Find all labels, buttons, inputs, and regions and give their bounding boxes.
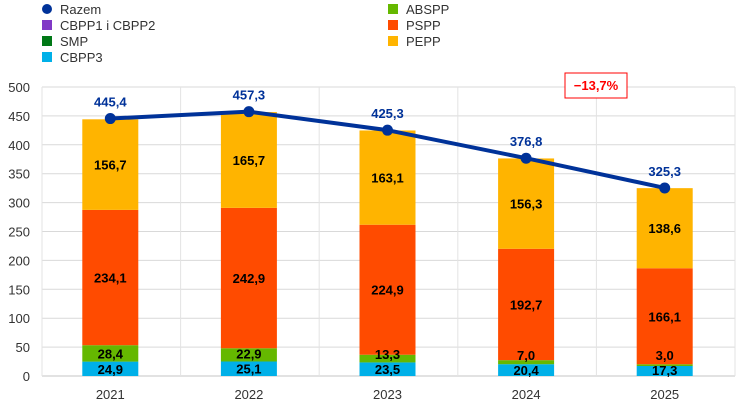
bar-pepp — [359, 130, 416, 225]
y-tick-label: 500 — [8, 80, 30, 95]
legend-label: SMP — [60, 34, 88, 49]
bar-pepp — [82, 119, 139, 210]
bar-cbpp3 — [220, 361, 277, 376]
total-point — [243, 106, 255, 118]
annotation-text: −13,7% — [574, 78, 619, 93]
bar-pspp — [359, 224, 416, 355]
bar-pepp — [498, 158, 555, 249]
bar-pspp — [498, 248, 555, 361]
bar-label: 138,6 — [648, 221, 681, 236]
total-point — [659, 182, 671, 194]
x-tick-label: 2024 — [512, 387, 541, 402]
bar-label: 24,9 — [98, 362, 123, 377]
bar-label: 22,9 — [236, 347, 261, 362]
legend-marker-cbpp3 — [42, 52, 52, 62]
bar-pspp — [220, 207, 277, 349]
annotation-box — [564, 72, 628, 99]
y-tick-label: 50 — [16, 340, 30, 355]
bar-abspp — [220, 348, 277, 362]
bar-label: 28,4 — [98, 346, 124, 361]
bar-pspp — [82, 209, 139, 346]
bar-pepp — [636, 188, 693, 269]
bar-label: 163,1 — [371, 171, 404, 186]
bar-label: 156,3 — [510, 197, 543, 212]
bar-label: 23,5 — [375, 362, 400, 377]
bar-cbpp3 — [359, 362, 416, 376]
total-point — [520, 152, 532, 164]
total-label: 425,3 — [371, 106, 404, 121]
bar-label: 192,7 — [510, 297, 543, 312]
legend-marker-abspp — [388, 4, 398, 14]
bar-label: 3,0 — [656, 348, 674, 363]
bar-label: 166,1 — [648, 309, 681, 324]
bar-label: 165,7 — [233, 153, 266, 168]
bar-abspp — [636, 364, 693, 367]
y-tick-label: 0 — [23, 369, 30, 384]
bar-label: 25,1 — [236, 362, 261, 377]
bar-label: 234,1 — [94, 271, 127, 286]
legend-label: CBPP1 i CBPP2 — [60, 18, 155, 33]
y-tick-label: 250 — [8, 225, 30, 240]
bar-label: 242,9 — [233, 271, 266, 286]
bar-label: 156,7 — [94, 158, 127, 173]
x-tick-label: 2021 — [96, 387, 125, 402]
y-tick-label: 200 — [8, 253, 30, 268]
bar-cbpp3 — [636, 366, 693, 376]
bar-label: 224,9 — [371, 283, 404, 298]
total-label: 325,3 — [648, 164, 681, 179]
bar-label: 17,3 — [652, 363, 677, 378]
legend-label: ABSPP — [406, 2, 449, 17]
total-point — [104, 113, 116, 125]
y-tick-label: 150 — [8, 282, 30, 297]
bar-abspp — [498, 360, 555, 365]
y-tick-label: 400 — [8, 138, 30, 153]
x-tick-label: 2022 — [234, 387, 263, 402]
legend-label: CBPP3 — [60, 50, 103, 65]
bar-cbpp3 — [82, 361, 139, 376]
legend-label: PEPP — [406, 34, 441, 49]
bar-label: 7,0 — [517, 348, 535, 363]
bar-abspp — [359, 354, 416, 363]
bar-abspp — [82, 345, 139, 362]
total-point — [382, 124, 393, 136]
y-tick-label: 350 — [8, 167, 30, 182]
legend-marker-smp — [42, 36, 52, 46]
legend-label: PSPP — [406, 18, 441, 33]
x-tick-label: 2025 — [650, 387, 679, 402]
bar-label: 13,3 — [375, 347, 400, 362]
y-tick-label: 300 — [8, 196, 30, 211]
legend-marker-pepp — [388, 36, 398, 46]
bar-pepp — [220, 112, 277, 208]
x-tick-label: 2023 — [373, 387, 402, 402]
legend-marker-cbpp1-i-cbpp2 — [42, 20, 52, 30]
total-label: 457,3 — [233, 88, 266, 103]
y-tick-label: 100 — [8, 311, 30, 326]
bar-cbpp3 — [498, 364, 555, 376]
total-label: 445,4 — [94, 95, 127, 110]
bar-pspp — [636, 268, 693, 365]
y-tick-label: 450 — [8, 109, 30, 124]
legend-label: Razem — [60, 2, 101, 17]
total-label: 376,8 — [510, 134, 543, 149]
legend-marker-razem — [42, 4, 52, 14]
bar-label: 20,4 — [513, 363, 539, 378]
legend-marker-pspp — [388, 20, 398, 30]
